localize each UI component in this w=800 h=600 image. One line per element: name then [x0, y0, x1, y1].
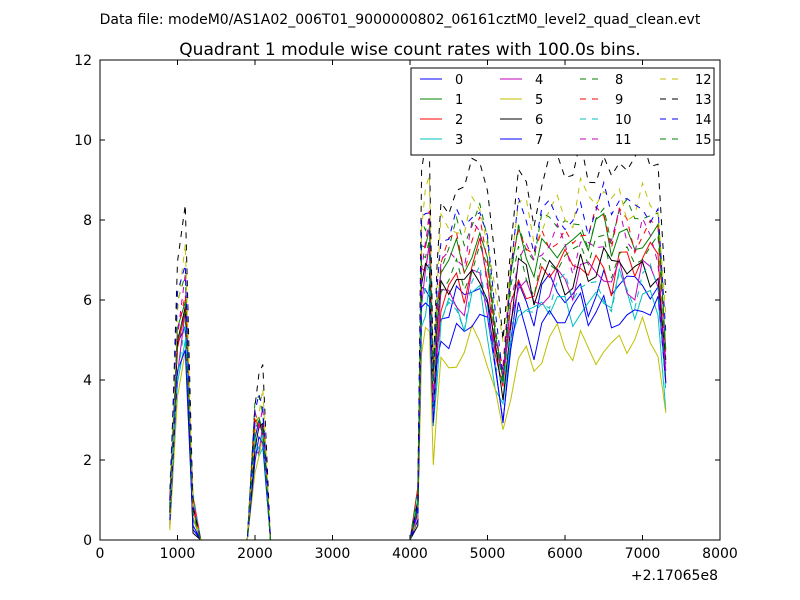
series-line-12	[169, 175, 667, 541]
legend-label: 7	[535, 133, 543, 148]
legend-label: 10	[615, 113, 632, 128]
y-tick-label: 10	[74, 133, 92, 149]
legend-label: 14	[695, 113, 712, 128]
x-tick-label: 4000	[392, 546, 428, 562]
x-tick-label: 8000	[702, 546, 738, 562]
legend-label: 12	[695, 73, 712, 88]
series-line-7	[169, 291, 667, 541]
plot-frame	[99, 59, 721, 541]
suptitle: Data file: modeM0/AS1A02_006T01_90000008…	[100, 12, 701, 28]
y-tick-label: 12	[74, 53, 92, 69]
series-line-10	[169, 256, 667, 541]
x-tick-label: 7000	[625, 546, 661, 562]
ticks-layer: 0 1000 2000 3000 4000 5000 6000 7000 80000246810…	[74, 53, 738, 562]
legend-label: 2	[455, 113, 463, 128]
legend-label: 8	[615, 73, 623, 88]
x-tick-label: 3000	[315, 546, 351, 562]
legend-label: 15	[695, 133, 712, 148]
legend-label: 13	[695, 93, 712, 108]
legend-label: 0	[455, 73, 463, 88]
chart-title: Quadrant 1 module wise count rates with …	[179, 40, 640, 60]
x-offset-label: +2.17065e8	[631, 568, 718, 584]
legend-label: 11	[615, 133, 632, 148]
y-tick-label: 2	[83, 453, 92, 469]
x-tick-label: 6000	[547, 546, 583, 562]
y-tick-label: 0	[83, 533, 92, 549]
legend-label: 4	[535, 73, 543, 88]
series-line-9	[169, 205, 667, 541]
series-line-15	[169, 233, 667, 541]
y-tick-label: 8	[83, 213, 92, 229]
legend-label: 1	[455, 93, 463, 108]
x-tick-label: 1000	[160, 546, 196, 562]
legend-label: 9	[615, 93, 623, 108]
series-line-5	[169, 315, 667, 541]
series-line-14	[169, 180, 667, 541]
y-tick-label: 4	[83, 373, 92, 389]
legend-label: 3	[455, 133, 463, 148]
legend-label: 5	[535, 93, 543, 108]
x-tick-label: 0	[96, 546, 105, 562]
legend-label: 6	[535, 113, 543, 128]
series-line-11	[169, 208, 667, 541]
x-tick-label: 2000	[237, 546, 273, 562]
x-tick-label: 5000	[470, 546, 506, 562]
legend-box	[410, 67, 715, 156]
y-tick-label: 6	[83, 293, 92, 309]
